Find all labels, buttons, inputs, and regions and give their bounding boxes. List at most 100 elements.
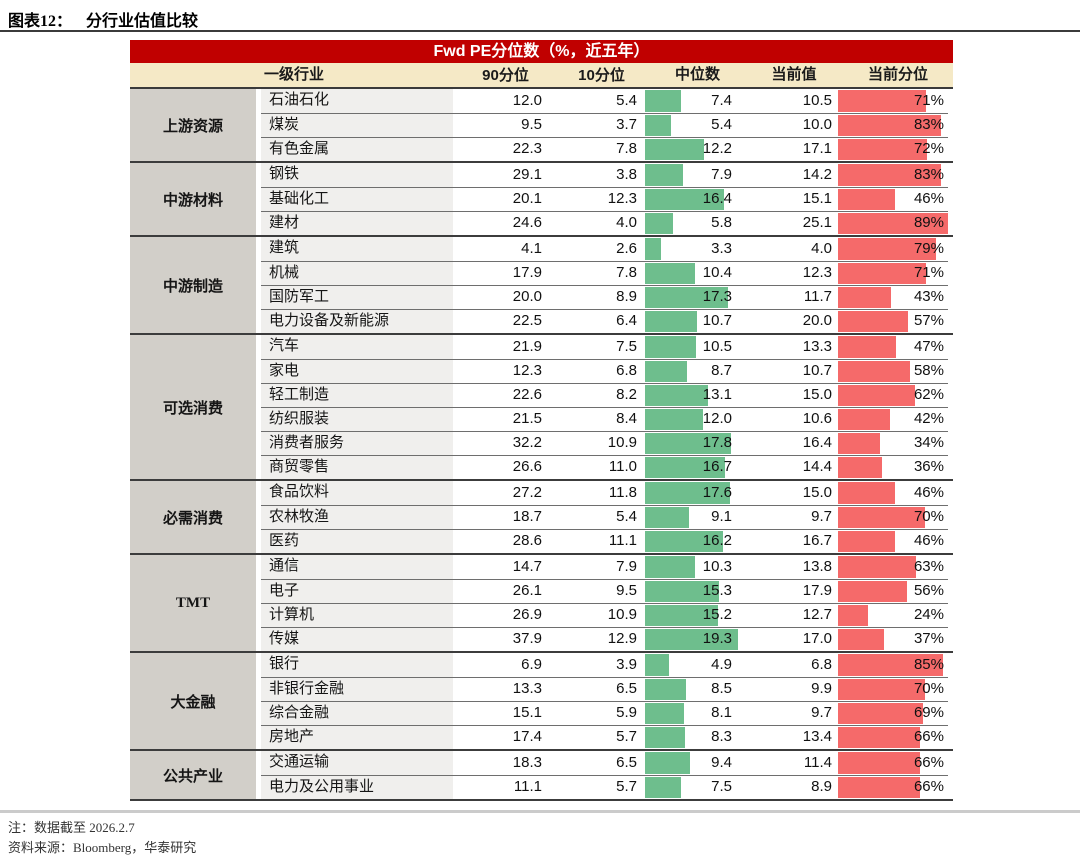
- p90-value: 20.1: [512, 190, 542, 207]
- footnote-data-date: 注：数据截至 2026.2.7: [8, 820, 135, 835]
- p90-value: 13.3: [512, 680, 542, 697]
- median-data-bar: [645, 385, 709, 406]
- median-value: 17.6: [702, 484, 732, 501]
- industry-name: 交通运输: [261, 751, 453, 775]
- industry-name: 轻工制造: [261, 384, 453, 407]
- median-data-bar: [645, 263, 696, 284]
- column-header-p10: 10分位: [578, 67, 625, 84]
- industry-name: 综合金融: [261, 702, 453, 725]
- p10-value: 3.7: [616, 116, 637, 133]
- percentile-data-bar: [838, 777, 920, 798]
- current-value: 11.7: [803, 288, 832, 305]
- table-row: 医药 28.6 11.1 16.2 16.7 46%: [261, 529, 948, 553]
- p10-value: 7.9: [616, 558, 637, 575]
- percentile-data-bar: [838, 654, 944, 676]
- median-data-bar: [645, 90, 681, 112]
- current-value: 13.3: [802, 338, 832, 355]
- table-row: 传媒 37.9 12.9 19.3 17.0 37%: [261, 627, 948, 651]
- percentile-value: 37%: [913, 630, 944, 647]
- median-data-bar: [645, 457, 726, 478]
- percentile-cell: 79%: [838, 237, 948, 261]
- median-value: 15.2: [702, 606, 732, 623]
- industry-name: 汽车: [261, 335, 453, 359]
- p90-value: 15.1: [512, 704, 542, 721]
- current-value: 16.4: [802, 434, 832, 451]
- table-row: 电力及公用事业 11.1 5.7 7.5 8.9 66%: [261, 775, 948, 799]
- median-value: 7.9: [711, 166, 732, 183]
- footnote-source: 资料来源：Bloomberg，华泰研究: [8, 840, 197, 855]
- table-row: 电子 26.1 9.5 15.3 17.9 56%: [261, 579, 948, 603]
- median-value: 16.2: [702, 532, 732, 549]
- p10-value: 8.9: [616, 288, 637, 305]
- percentile-cell: 46%: [838, 530, 948, 553]
- p10-value: 5.7: [616, 778, 637, 795]
- column-header-current: 当前值: [771, 67, 817, 83]
- percentile-value: 46%: [913, 532, 944, 549]
- p10-value: 6.4: [616, 312, 637, 329]
- table-row: 房地产 17.4 5.7 8.3 13.4 66%: [261, 725, 948, 749]
- percentile-data-bar: [838, 238, 936, 260]
- percentile-data-bar: [838, 361, 910, 382]
- industry-group: 必需消费 食品饮料 27.2 11.8 17.6 15.0 46% 农林牧渔 18.7 5.4 9.…: [130, 479, 953, 553]
- current-value: 9.7: [811, 508, 832, 525]
- median-data-bar: [645, 238, 661, 260]
- table-banner-title: Fwd PE分位数（%，近五年）: [130, 40, 953, 63]
- percentile-value: 42%: [913, 410, 944, 427]
- median-data-bar: [645, 433, 731, 454]
- p10-value: 6.5: [616, 754, 637, 771]
- percentile-cell: 46%: [838, 481, 948, 505]
- group-label: 可选消费: [130, 335, 261, 479]
- current-value: 8.9: [811, 778, 832, 795]
- p10-value: 11.1: [608, 532, 637, 549]
- table-row: 农林牧渔 18.7 5.4 9.1 9.7 70%: [261, 505, 948, 529]
- percentile-cell: 58%: [838, 360, 948, 383]
- percentile-value: 71%: [913, 92, 944, 109]
- median-data-bar: [645, 482, 730, 504]
- current-value: 10.0: [802, 116, 832, 133]
- p10-value: 6.5: [616, 680, 637, 697]
- median-cell: 8.7: [645, 360, 740, 383]
- table-row: 计算机 26.9 10.9 15.2 12.7 24%: [261, 603, 948, 627]
- industry-group: TMT 通信 14.7 7.9 10.3 13.8 63% 电子 26.1 9.5 15.3 17.9…: [130, 553, 953, 651]
- p10-value: 12.3: [607, 190, 637, 207]
- percentile-cell: 71%: [838, 262, 948, 285]
- current-value: 17.0: [802, 630, 832, 647]
- median-data-bar: [645, 752, 691, 774]
- footnotes: 注：数据截至 2026.2.7 资料来源：Bloomberg，华泰研究: [8, 818, 196, 858]
- percentile-data-bar: [838, 189, 895, 210]
- median-value: 5.8: [711, 214, 732, 231]
- percentile-data-bar: [838, 385, 915, 406]
- p90-value: 14.7: [512, 558, 542, 575]
- table-row: 汽车 21.9 7.5 10.5 13.3 47%: [261, 335, 948, 359]
- group-label: 公共产业: [130, 751, 261, 799]
- table-row: 交通运输 18.3 6.5 9.4 11.4 66%: [261, 751, 948, 775]
- industry-name: 有色金属: [261, 138, 453, 161]
- industry-group: 中游制造 建筑 4.1 2.6 3.3 4.0 79% 机械 17.9 7.8 10.4 12.3 71…: [130, 235, 953, 333]
- median-value: 17.3: [702, 288, 732, 305]
- percentile-value: 57%: [913, 312, 944, 329]
- percentile-data-bar: [838, 457, 883, 478]
- percentile-value: 66%: [913, 754, 944, 771]
- industry-name: 家电: [261, 360, 453, 383]
- median-data-bar: [645, 164, 684, 186]
- table-row: 通信 14.7 7.9 10.3 13.8 63%: [261, 555, 948, 579]
- group-label: 中游材料: [130, 163, 261, 235]
- percentile-data-bar: [838, 605, 868, 626]
- industry-name: 国防军工: [261, 286, 453, 309]
- percentile-data-bar: [838, 581, 908, 602]
- current-value: 9.9: [811, 680, 832, 697]
- industry-name: 电力设备及新能源: [261, 310, 453, 333]
- table-row: 消费者服务 32.2 10.9 17.8 16.4 34%: [261, 431, 948, 455]
- percentile-value: 24%: [913, 606, 944, 623]
- p90-value: 21.9: [512, 338, 542, 355]
- median-data-bar: [645, 189, 725, 210]
- industry-group: 中游材料 钢铁 29.1 3.8 7.9 14.2 83% 基础化工 20.1 12.3 16.4 1…: [130, 161, 953, 235]
- current-value: 13.8: [802, 558, 832, 575]
- median-cell: 10.7: [645, 310, 740, 333]
- median-data-bar: [645, 336, 696, 358]
- industry-name: 石油石化: [261, 89, 453, 113]
- table-row: 石油石化 12.0 5.4 7.4 10.5 71%: [261, 89, 948, 113]
- median-value: 10.3: [702, 558, 732, 575]
- median-cell: 3.3: [645, 237, 740, 261]
- median-data-bar: [645, 581, 719, 602]
